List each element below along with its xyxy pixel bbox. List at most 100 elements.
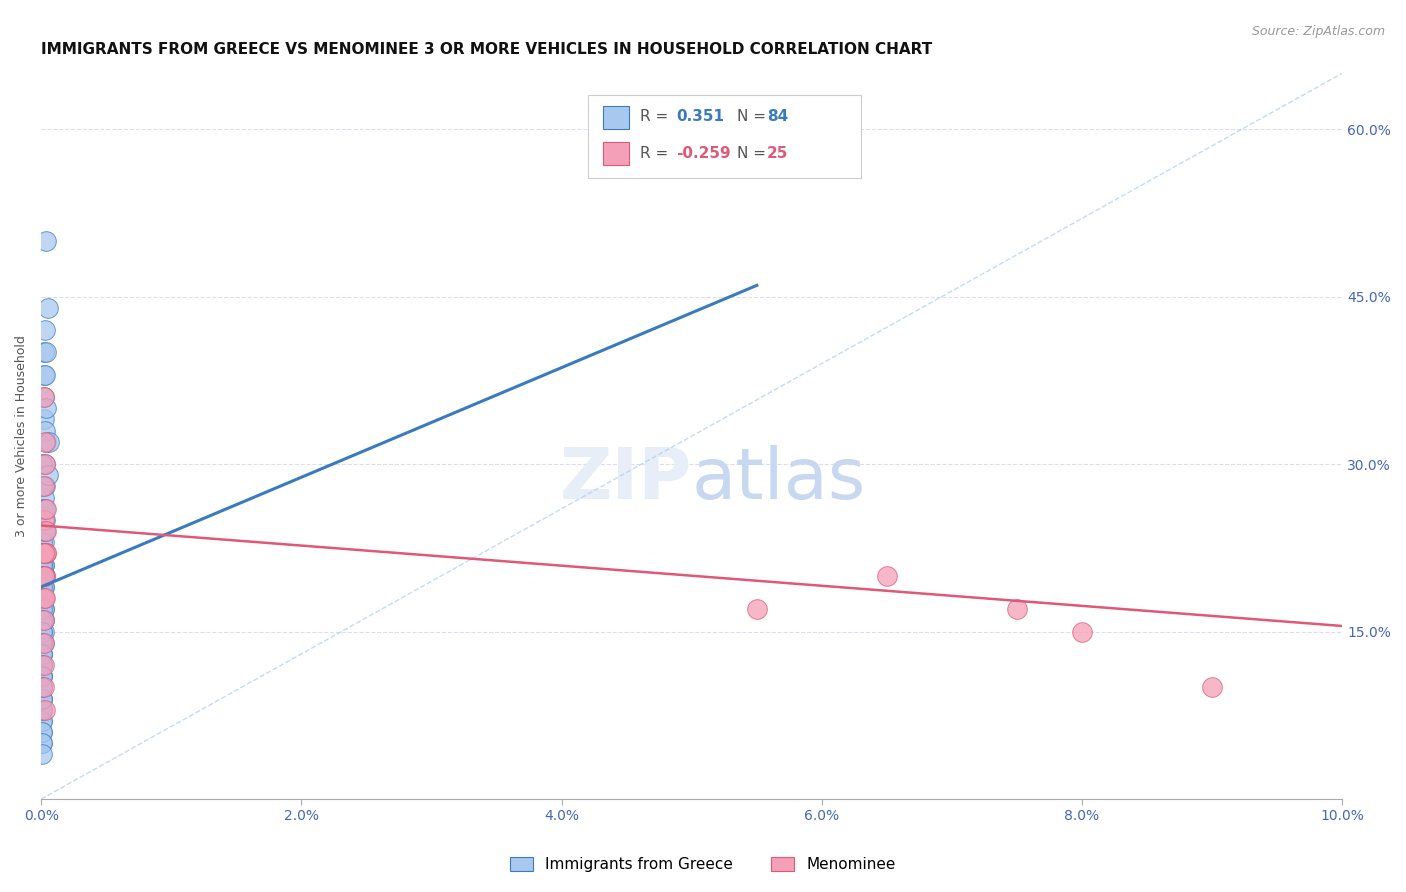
Point bbox=[34, 703, 56, 717]
Point bbox=[32, 546, 55, 560]
Point bbox=[31, 647, 53, 661]
Y-axis label: 3 or more Vehicles in Household: 3 or more Vehicles in Household bbox=[15, 335, 28, 537]
Point bbox=[31, 703, 53, 717]
Point bbox=[34, 524, 56, 538]
Point bbox=[31, 591, 53, 605]
Text: -0.259: -0.259 bbox=[676, 145, 731, 161]
Text: 0.351: 0.351 bbox=[676, 110, 724, 125]
Point bbox=[34, 323, 56, 337]
Text: Source: ZipAtlas.com: Source: ZipAtlas.com bbox=[1251, 25, 1385, 38]
Point bbox=[32, 501, 55, 516]
Point bbox=[34, 479, 56, 493]
FancyBboxPatch shape bbox=[603, 106, 630, 129]
Point bbox=[32, 568, 55, 582]
Point bbox=[745, 602, 768, 616]
Point bbox=[1071, 624, 1094, 639]
Point bbox=[31, 624, 53, 639]
Point bbox=[34, 424, 56, 438]
Point bbox=[31, 546, 53, 560]
Point bbox=[31, 669, 53, 683]
Point bbox=[31, 747, 53, 762]
Point bbox=[31, 703, 53, 717]
Point bbox=[32, 614, 55, 628]
Point bbox=[31, 546, 53, 560]
Point bbox=[32, 614, 55, 628]
Point bbox=[32, 614, 55, 628]
Point bbox=[31, 669, 53, 683]
Point bbox=[32, 568, 55, 582]
Point bbox=[31, 647, 53, 661]
FancyBboxPatch shape bbox=[588, 95, 860, 178]
Point bbox=[34, 568, 56, 582]
Point bbox=[34, 457, 56, 471]
Point bbox=[31, 714, 53, 728]
Point bbox=[31, 624, 53, 639]
Point bbox=[876, 568, 898, 582]
Point bbox=[31, 602, 53, 616]
Point bbox=[35, 401, 58, 416]
Point bbox=[31, 725, 53, 739]
Point bbox=[34, 591, 56, 605]
Point bbox=[34, 434, 56, 449]
Point bbox=[32, 390, 55, 404]
Point bbox=[31, 681, 53, 695]
Point bbox=[31, 636, 53, 650]
Text: 25: 25 bbox=[768, 145, 789, 161]
Point bbox=[31, 658, 53, 673]
Point bbox=[32, 558, 55, 572]
Point bbox=[31, 658, 53, 673]
Point bbox=[32, 658, 55, 673]
Text: atlas: atlas bbox=[692, 445, 866, 514]
Point bbox=[31, 736, 53, 750]
Point bbox=[31, 558, 53, 572]
Point bbox=[31, 580, 53, 594]
Point bbox=[32, 602, 55, 616]
Point bbox=[31, 568, 53, 582]
Text: ZIP: ZIP bbox=[560, 445, 692, 514]
Text: R =: R = bbox=[640, 145, 668, 161]
Point bbox=[34, 524, 56, 538]
Point bbox=[34, 546, 56, 560]
Point bbox=[31, 691, 53, 706]
Point bbox=[32, 558, 55, 572]
Point bbox=[32, 546, 55, 560]
Point bbox=[31, 658, 53, 673]
FancyBboxPatch shape bbox=[603, 142, 630, 165]
Point bbox=[32, 412, 55, 426]
Point bbox=[32, 624, 55, 639]
Text: N =: N = bbox=[737, 145, 766, 161]
Legend: Immigrants from Greece, Menominee: Immigrants from Greece, Menominee bbox=[502, 849, 904, 880]
Point bbox=[31, 546, 53, 560]
Point bbox=[31, 681, 53, 695]
Point bbox=[37, 301, 59, 315]
Point bbox=[37, 468, 59, 483]
Point bbox=[31, 725, 53, 739]
Point bbox=[32, 591, 55, 605]
Point bbox=[34, 457, 56, 471]
Point bbox=[31, 669, 53, 683]
Point bbox=[32, 535, 55, 549]
Point bbox=[31, 535, 53, 549]
Point bbox=[31, 524, 53, 538]
Point bbox=[31, 558, 53, 572]
Point bbox=[32, 591, 55, 605]
Point bbox=[35, 501, 58, 516]
Point bbox=[32, 390, 55, 404]
Point bbox=[32, 602, 55, 616]
Point bbox=[35, 345, 58, 359]
Point bbox=[34, 568, 56, 582]
Point bbox=[31, 714, 53, 728]
Text: R =: R = bbox=[640, 110, 668, 125]
Point bbox=[31, 636, 53, 650]
Text: 84: 84 bbox=[768, 110, 789, 125]
Point bbox=[32, 345, 55, 359]
Point bbox=[31, 457, 53, 471]
Text: N =: N = bbox=[737, 110, 766, 125]
Point bbox=[32, 636, 55, 650]
Point bbox=[31, 681, 53, 695]
Point bbox=[35, 546, 58, 560]
Point bbox=[1005, 602, 1028, 616]
Point bbox=[31, 691, 53, 706]
Point bbox=[32, 591, 55, 605]
Point bbox=[31, 568, 53, 582]
